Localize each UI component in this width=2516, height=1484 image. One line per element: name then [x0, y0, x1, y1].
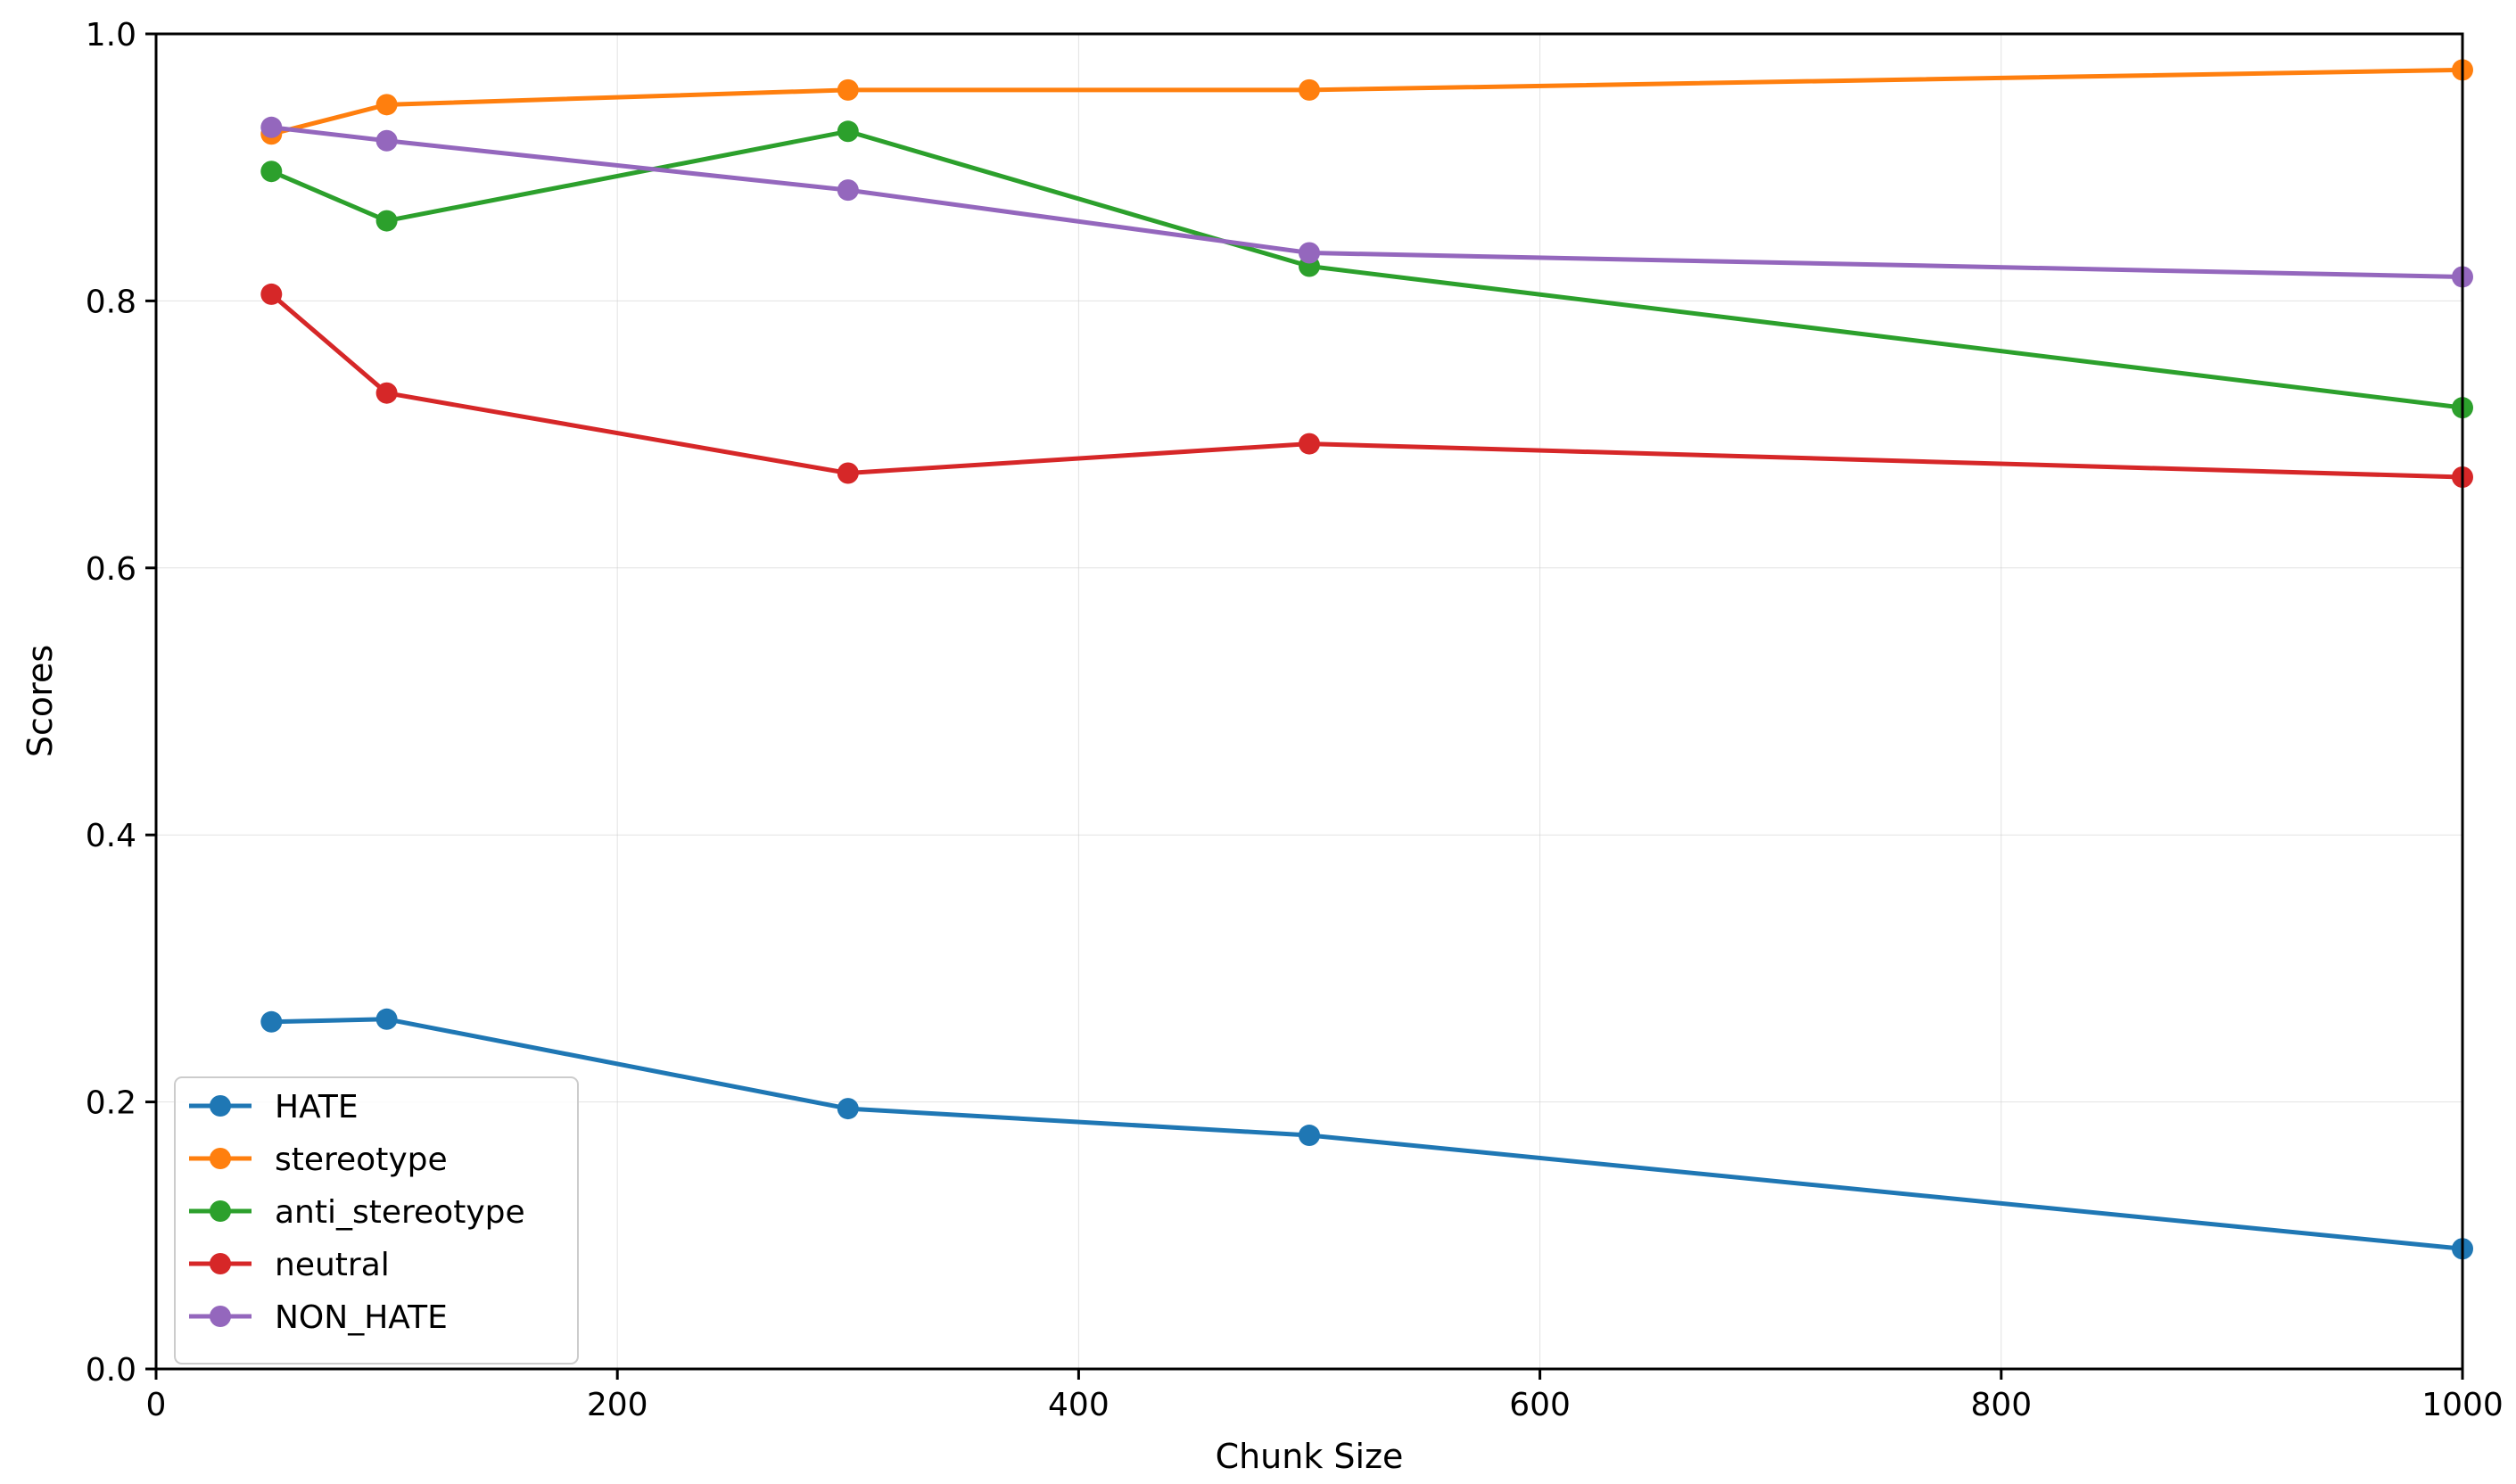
- plot-frame: [154, 32, 2464, 1371]
- legend-marker: [210, 1148, 231, 1169]
- legend-label: neutral: [275, 1247, 390, 1283]
- data-point-hate: [375, 1008, 398, 1030]
- legend-marker: [210, 1095, 231, 1117]
- data-point-neutral: [375, 382, 398, 404]
- legend-label: anti_stereotype: [275, 1194, 525, 1231]
- legend-item-non-hate: NON_HATE: [189, 1299, 448, 1336]
- data-point-non-hate: [1299, 242, 1320, 264]
- legend-item-hate: HATE: [189, 1089, 359, 1125]
- y-axis-title: Scores: [21, 645, 60, 757]
- data-point-stereotype: [1299, 78, 1320, 101]
- data-point-non-hate: [837, 179, 859, 202]
- series-line-hate: [268, 1017, 2465, 1251]
- x-tick-label: 1000: [2421, 1387, 2504, 1423]
- data-point-anti-stereotype: [375, 210, 398, 232]
- data-point-anti-stereotype: [260, 161, 283, 183]
- data-point-neutral: [1299, 433, 1320, 455]
- data-point-hate: [1299, 1125, 1320, 1147]
- legend-item-stereotype: stereotype: [189, 1142, 448, 1178]
- x-tick-label: 400: [1048, 1387, 1110, 1423]
- legend-frame: [174, 1076, 579, 1364]
- x-tick-label: 600: [1509, 1387, 1571, 1423]
- y-tick-label: 0.6: [86, 551, 136, 588]
- series-line-neutral: [268, 292, 2465, 480]
- series-line-non-hate: [268, 125, 2465, 279]
- series-neutral: [260, 283, 2473, 489]
- y-tick-label: 0.4: [86, 818, 136, 854]
- y-tick-label: 0.2: [86, 1085, 136, 1122]
- data-point-hate: [837, 1098, 859, 1120]
- y-tick-label: 0.8: [86, 284, 136, 320]
- data-point-stereotype: [375, 94, 398, 116]
- data-point-non-hate: [260, 116, 283, 138]
- legend-label: stereotype: [275, 1142, 448, 1178]
- data-point-anti-stereotype: [837, 120, 859, 143]
- legend-label: HATE: [275, 1089, 359, 1125]
- y-tick-label: 0.0: [86, 1352, 136, 1389]
- data-point-neutral: [837, 462, 859, 484]
- axis-ticks: 0 200 400 600 800 1000 0.0 0.2 0.4 0.6 0.8 1.0: [86, 17, 2504, 1423]
- data-point-non-hate: [375, 129, 398, 152]
- legend-item-neutral: neutral: [189, 1247, 390, 1283]
- x-axis-title: Chunk Size: [1216, 1437, 1404, 1476]
- data-point-hate: [260, 1010, 283, 1033]
- x-tick-label: 0: [146, 1387, 167, 1423]
- legend-marker: [210, 1306, 231, 1327]
- series-anti-stereotype: [260, 120, 2473, 419]
- x-tick-label: 800: [1970, 1387, 2032, 1423]
- data-point-stereotype: [837, 78, 859, 101]
- series-non-hate: [260, 116, 2473, 288]
- series-lines: [260, 59, 2473, 1260]
- legend-label: NON_HATE: [275, 1299, 448, 1336]
- series-stereotype: [260, 59, 2473, 145]
- legend-marker: [210, 1200, 231, 1222]
- legend-item-anti-stereotype: anti_stereotype: [189, 1194, 525, 1231]
- series-line-stereotype: [268, 67, 2465, 136]
- series-hate: [260, 1008, 2473, 1260]
- x-tick-label: 200: [587, 1387, 648, 1423]
- data-point-neutral: [260, 283, 283, 305]
- legend-marker: [210, 1253, 231, 1274]
- y-tick-label: 1.0: [86, 17, 136, 54]
